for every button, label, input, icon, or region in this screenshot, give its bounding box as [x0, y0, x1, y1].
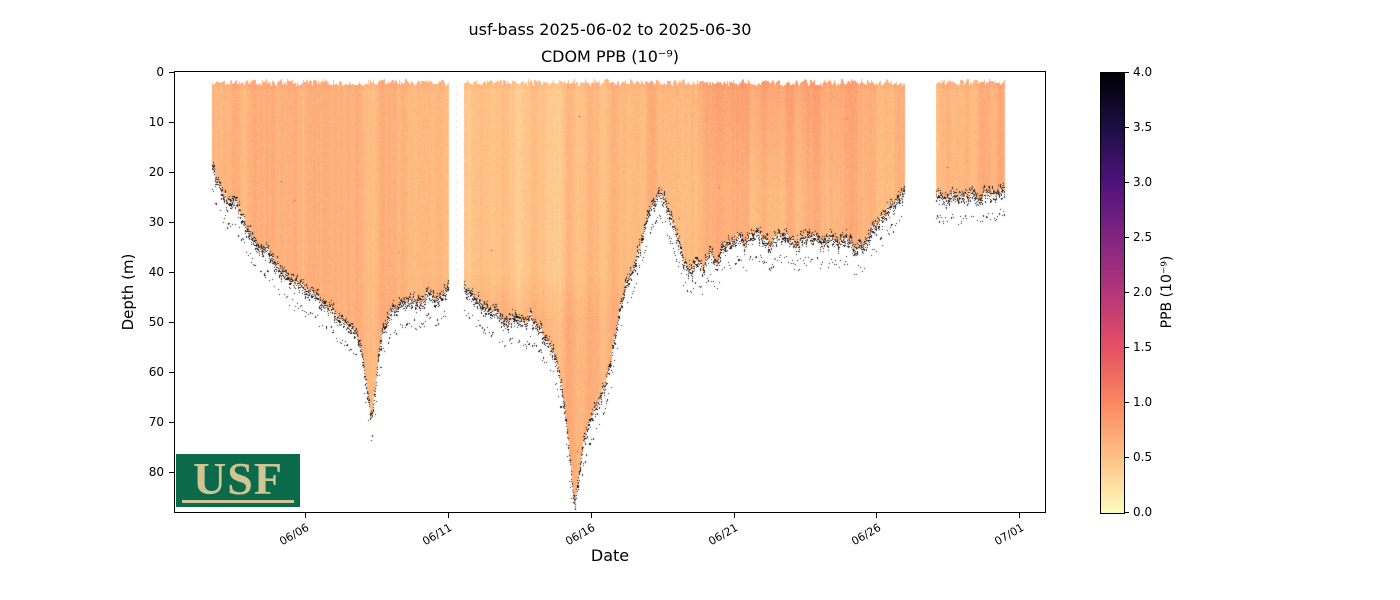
x-tick-label: 06/16: [563, 521, 598, 549]
usf-logo-text: USF: [193, 453, 283, 504]
x-tick-mark: [876, 513, 878, 518]
y-axis-label: Depth (m): [119, 253, 137, 331]
y-tick-label: 0: [156, 65, 164, 79]
x-tick-mark: [305, 513, 306, 518]
y-tick-label: 10: [148, 115, 164, 129]
y-tick-label: 40: [148, 265, 164, 279]
plot-frame: [174, 71, 1046, 513]
y-tick-label: 80: [148, 465, 164, 479]
heatmap-canvas: [175, 72, 1045, 512]
x-tick-label: 06/11: [420, 521, 455, 549]
y-tick-label: 50: [148, 315, 164, 329]
x-tick-mark: [447, 513, 449, 518]
chart-title-line1: usf-bass 2025-06-02 to 2025-06-30: [468, 20, 752, 39]
y-tick-mark: [169, 272, 175, 273]
colorbar-tick-mark: [1125, 237, 1129, 238]
y-tick-mark: [169, 322, 175, 323]
colorbar: [1100, 72, 1125, 514]
y-tick-label: 60: [148, 365, 164, 379]
colorbar-tick-label: 1.0: [1133, 395, 1153, 409]
x-tick-label: 06/06: [277, 521, 312, 549]
colorbar-tick-mark: [1125, 72, 1129, 73]
colorbar-tick-mark: [1125, 292, 1129, 293]
y-tick-mark: [169, 472, 175, 473]
chart-title-line2: CDOM PPB (10⁻⁹): [540, 47, 680, 66]
x-tick-mark: [590, 513, 592, 518]
colorbar-tick-mark: [1125, 402, 1129, 403]
colorbar-tick-label: 3.0: [1133, 175, 1153, 189]
y-tick-mark: [169, 222, 175, 223]
x-tick-mark: [733, 513, 735, 518]
colorbar-tick-label: 0.0: [1133, 505, 1153, 519]
chart-title: usf-bass 2025-06-02 to 2025-06-30 CDOM P…: [175, 16, 1045, 70]
colorbar-tick-mark: [1125, 347, 1129, 348]
y-tick-mark: [169, 372, 175, 373]
colorbar-tick-label: 4.0: [1133, 65, 1153, 79]
usf-logo: USF: [176, 453, 300, 507]
x-tick-label: 06/21: [706, 521, 741, 549]
y-tick-label: 20: [148, 165, 164, 179]
y-tick-label: 70: [148, 415, 164, 429]
y-tick-mark: [169, 422, 175, 423]
usf-logo-underline: [182, 500, 294, 503]
colorbar-tick-mark: [1125, 182, 1129, 183]
y-tick-mark: [169, 122, 175, 123]
colorbar-tick-label: 3.5: [1133, 120, 1153, 134]
colorbar-tick-label: 0.5: [1133, 450, 1153, 464]
x-tick-label: 06/26: [848, 521, 883, 549]
y-tick-mark: [169, 172, 175, 173]
y-tick-label: 30: [148, 215, 164, 229]
colorbar-tick-mark: [1125, 457, 1129, 458]
y-tick-mark: [169, 72, 175, 73]
colorbar-tick-label: 2.5: [1133, 230, 1153, 244]
colorbar-tick-mark: [1125, 512, 1129, 513]
colorbar-tick-label: 2.0: [1133, 285, 1153, 299]
x-tick-mark: [1019, 513, 1021, 518]
colorbar-tick-label: 1.5: [1133, 340, 1153, 354]
x-axis-label: Date: [590, 546, 630, 565]
colorbar-label: PPB (10⁻⁹): [1159, 255, 1175, 329]
x-tick-label: 07/01: [991, 521, 1026, 549]
colorbar-tick-mark: [1125, 127, 1129, 128]
